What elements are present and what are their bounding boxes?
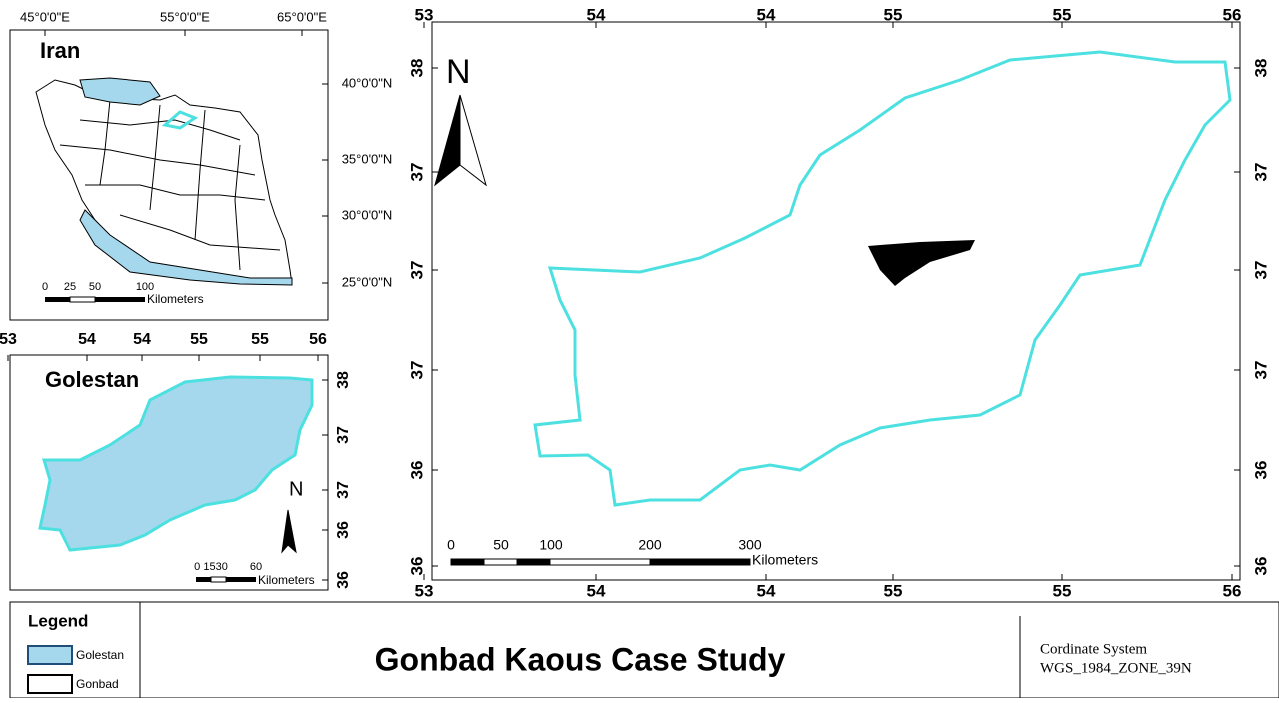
- grid-label: 37: [1251, 163, 1270, 182]
- legend-swatch-golestan: [27, 645, 73, 665]
- grid-label: 37: [335, 426, 352, 444]
- grid-label: 54: [757, 581, 776, 600]
- grid-label: 36: [1251, 557, 1270, 576]
- north-label: N: [446, 53, 471, 91]
- main-north-arrow-right: [459, 94, 487, 187]
- layout-title: Gonbad Kaous Case Study: [375, 641, 786, 677]
- golestan-location: [161, 110, 199, 130]
- scale-label: 60: [250, 561, 262, 573]
- province-borders: [59, 99, 281, 271]
- grid-label: 30°0'0"N: [342, 207, 393, 222]
- scale-unit: Kilometers: [147, 292, 204, 306]
- grid-label: 54: [133, 331, 151, 348]
- north-label: N: [289, 478, 303, 500]
- grid-label: 53: [415, 5, 434, 24]
- scale-label: 100: [539, 537, 563, 553]
- grid-label: 35°0'0"N: [342, 151, 393, 166]
- grid-label: 55: [251, 331, 269, 348]
- grid-label: 55°0'0"E: [160, 9, 210, 24]
- scale-label: 200: [638, 537, 662, 553]
- legend-title: Legend: [28, 611, 88, 630]
- grid-label: 56: [1223, 581, 1242, 600]
- grid-label: 54: [587, 5, 606, 24]
- legend-item: Golestan: [76, 648, 124, 662]
- scale-label: 0 1530: [194, 561, 228, 573]
- scale-unit: Kilometers: [752, 552, 818, 568]
- inset-title: Golestan: [45, 367, 139, 392]
- scale-label: 0: [42, 281, 48, 293]
- main-scale-bar: [450, 558, 751, 566]
- grid-label: 55: [1053, 581, 1072, 600]
- grid-label: 65°0'0"E: [277, 9, 327, 24]
- inset-title: Iran: [40, 38, 80, 63]
- grid-label: 36: [407, 461, 426, 480]
- scale-label: 50: [493, 537, 509, 553]
- grid-label: 36: [335, 521, 352, 539]
- grid-label: 37: [407, 361, 426, 380]
- scale-label: 50: [89, 281, 101, 293]
- golestan-scale-bar: [196, 576, 256, 583]
- grid-label: 54: [78, 331, 96, 348]
- golestan-province: [38, 375, 314, 552]
- grid-label: 56: [309, 331, 327, 348]
- grid-label: 45°0'0"E: [20, 9, 70, 24]
- grid-label: 38: [335, 371, 352, 389]
- legend-swatch-gonbad: [27, 674, 73, 694]
- main-frame: [431, 21, 1241, 581]
- grid-label: 36: [335, 571, 352, 589]
- grid-label: 40°0'0"N: [342, 75, 393, 90]
- grid-label: 37: [1251, 261, 1270, 280]
- grid-label: 56: [1223, 5, 1242, 24]
- scale-label: 0: [447, 537, 455, 553]
- grid-label: 36: [407, 557, 426, 576]
- legend-item: Gonbad: [76, 677, 119, 691]
- scale-label: 25: [64, 281, 76, 293]
- grid-label: 55: [190, 331, 208, 348]
- grid-label: 38: [1251, 59, 1270, 78]
- scale-label: 300: [738, 537, 762, 553]
- grid-label: 53: [0, 331, 17, 348]
- grid-label: 37: [1251, 361, 1270, 380]
- golestan-boundary: [533, 50, 1232, 507]
- golestan-north-arrow: [281, 509, 297, 554]
- grid-label: 38: [407, 59, 426, 78]
- grid-label: 37: [407, 163, 426, 182]
- grid-label: 37: [407, 261, 426, 280]
- grid-label: 37: [335, 481, 352, 499]
- scale-unit: Kilometers: [258, 573, 315, 587]
- iran-scale-bar: [45, 296, 145, 303]
- grid-label: 53: [415, 581, 434, 600]
- grid-label: 54: [757, 5, 776, 24]
- grid-label: 55: [884, 581, 903, 600]
- gonbad-area: [868, 240, 975, 286]
- coordinate-value: WGS_1984_ZONE_39N: [1040, 660, 1192, 676]
- grid-label: 54: [587, 581, 606, 600]
- coordinate-label: Cordinate System: [1040, 641, 1147, 657]
- bottom-panel: [9, 601, 1279, 699]
- grid-label: 55: [1053, 5, 1072, 24]
- grid-label: 36: [1251, 461, 1270, 480]
- persian-gulf: [79, 209, 293, 286]
- grid-label: 55: [884, 5, 903, 24]
- grid-label: 25°0'0"N: [342, 274, 393, 289]
- caspian-sea: [79, 77, 161, 106]
- scale-label: 100: [136, 281, 154, 293]
